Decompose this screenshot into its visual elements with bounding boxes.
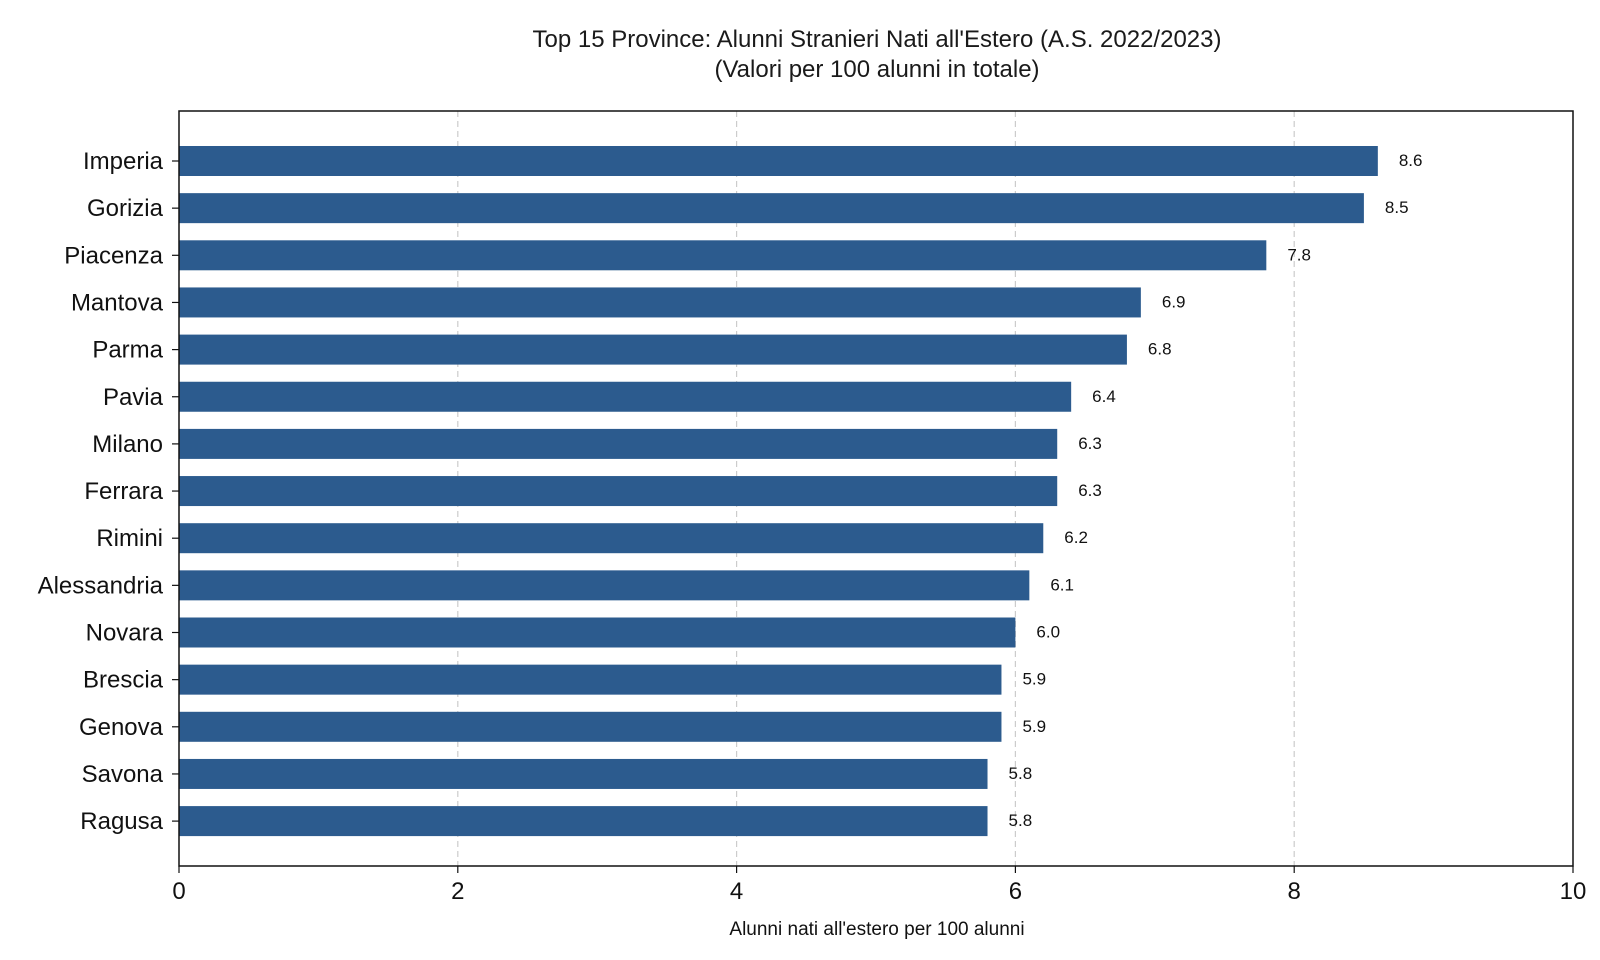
bar [179, 287, 1141, 318]
bar [179, 193, 1364, 224]
bar-value-label: 6.3 [1078, 481, 1102, 500]
category-label: Rimini [96, 525, 163, 552]
chart-subtitle: (Valori per 100 alunni in totale) [714, 56, 1039, 83]
bar [179, 806, 988, 837]
x-axis-title: Alunni nati all'estero per 100 alunni [729, 919, 1024, 940]
category-label: Gorizia [87, 195, 164, 222]
category-label: Mantova [71, 289, 164, 316]
category-label: Piacenza [64, 242, 163, 269]
bar [179, 381, 1072, 412]
bar [179, 476, 1058, 507]
category-label: Pavia [103, 384, 164, 411]
bar-value-label: 6.9 [1162, 292, 1186, 311]
x-axis: 0 2 4 6 8 10 [172, 866, 1586, 905]
y-axis: Imperia Gorizia Piacenza Mantova Parma Pavia M… [38, 148, 179, 835]
x-tick-label: 6 [1009, 878, 1022, 905]
x-tick-label: 0 [172, 878, 185, 905]
bar-value-label: 6.2 [1064, 528, 1088, 547]
bar-value-label: 5.9 [1022, 717, 1046, 736]
bar-value-label: 5.9 [1022, 670, 1046, 689]
bar [179, 711, 1002, 742]
category-label: Alessandria [38, 572, 164, 599]
bar [179, 617, 1016, 648]
bar [179, 146, 1378, 176]
bar [179, 523, 1044, 554]
category-label: Parma [92, 337, 163, 364]
category-label: Genova [79, 714, 164, 741]
bar-value-label: 7.8 [1287, 245, 1311, 264]
chart-title: Top 15 Province: Alunni Stranieri Nati a… [533, 26, 1222, 53]
category-label: Brescia [83, 667, 164, 694]
bar [179, 570, 1030, 601]
grid-lines [457, 111, 1295, 866]
bar-value-label: 5.8 [1009, 764, 1033, 783]
bar [179, 334, 1127, 365]
bar-value-label: 6.0 [1036, 623, 1060, 642]
category-label: Ragusa [80, 808, 163, 835]
x-tick-label: 2 [451, 878, 464, 905]
bar-value-label: 8.6 [1399, 151, 1423, 170]
bar-value-label: 6.4 [1092, 387, 1116, 406]
bar-value-label: 6.1 [1050, 575, 1074, 594]
x-tick-label: 4 [730, 878, 743, 905]
bar-value-label: 5.8 [1009, 811, 1033, 830]
bars: 8.6 8.5 7.8 6.9 6.8 6.4 6.3 6.3 6.2 6.1 6.0 5.9 5.9 5… [179, 146, 1423, 837]
category-label: Milano [92, 431, 163, 458]
x-tick-label: 8 [1288, 878, 1301, 905]
bar [179, 664, 1002, 695]
x-tick-label: 10 [1560, 878, 1587, 905]
bar [179, 240, 1267, 271]
category-label: Savona [82, 761, 164, 788]
bar-value-label: 6.8 [1148, 340, 1172, 359]
bar-value-label: 8.5 [1385, 198, 1409, 217]
bar [179, 758, 988, 789]
plot-frame [178, 110, 1574, 867]
bar [179, 428, 1058, 459]
category-label: Novara [86, 620, 164, 647]
category-label: Ferrara [84, 478, 163, 505]
bar-value-label: 6.3 [1078, 434, 1102, 453]
category-label: Imperia [83, 148, 164, 175]
